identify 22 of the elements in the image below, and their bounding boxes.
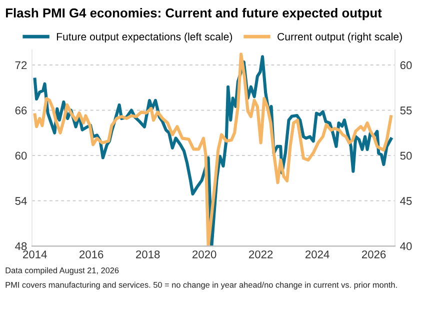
y-tick-label: 72	[15, 61, 27, 70]
y-tick-label: 66	[15, 106, 27, 114]
text: PMI covers manufacturing and services. 50 = no change in year ahead/no change in current vs. prior month.	[6, 282, 397, 290]
x-tick-label: 2018	[136, 250, 160, 258]
x-tick-label: 2016	[80, 250, 104, 258]
text: Data compiled August 21, 2026	[6, 267, 119, 275]
x-tick-label: 2014	[23, 250, 47, 258]
y-tick-label: 48	[15, 242, 27, 250]
y-tick-label: 60	[15, 152, 27, 160]
x-tick-label: 2020	[192, 250, 216, 258]
legend-label: Future output expectations (left scale)	[56, 32, 232, 43]
x-tick-label: 2026	[362, 250, 386, 258]
y2-tick-label: 40	[400, 242, 412, 250]
y2-tick-label: 50	[400, 152, 412, 160]
x-tick-label: 2022	[249, 250, 273, 258]
y2-tick-label: 45	[400, 197, 412, 205]
x-tick-label: 2024	[306, 250, 330, 258]
y2-tick-label: 60	[400, 61, 412, 70]
y-tick-label: 54	[15, 197, 27, 205]
chart-title: Flash PMI G4 economies: Current and future expected output	[6, 8, 382, 20]
y2-tick-label: 55	[400, 106, 412, 114]
legend-label: Current output (right scale)	[278, 32, 402, 43]
